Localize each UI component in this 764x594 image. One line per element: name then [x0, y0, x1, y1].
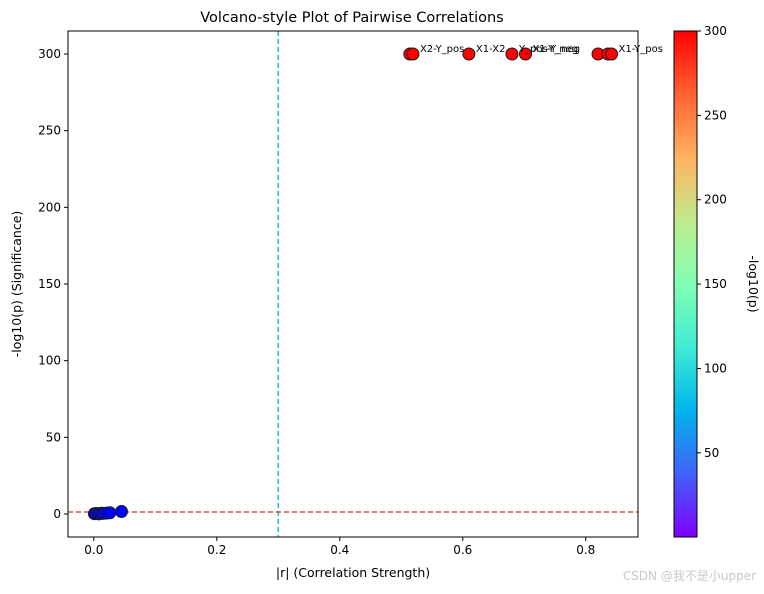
chart-title: Volcano-style Plot of Pairwise Correlati…	[200, 10, 503, 26]
colorbar-tick-label: 150	[704, 277, 727, 291]
colorbar-label: -log10(p)	[746, 255, 761, 312]
data-point	[462, 47, 476, 61]
x-tick-label: 0.8	[576, 543, 595, 557]
point-label: X1-Y_neg	[532, 44, 578, 55]
data-point	[406, 47, 420, 61]
x-axis-label: |r| (Correlation Strength)	[276, 565, 430, 580]
point-label: X2-Y_pos	[420, 44, 464, 55]
y-tick-label: 0	[53, 507, 61, 521]
x-tick-label: 0.0	[84, 543, 103, 557]
plot-frame	[67, 30, 639, 538]
data-point	[103, 506, 117, 520]
data-point	[518, 47, 532, 61]
data-point	[114, 505, 128, 519]
y-tick-label: 300	[38, 47, 61, 61]
colorbar-tick-label: 300	[704, 24, 727, 38]
x-tick-label: 0.6	[453, 543, 472, 557]
y-tick-label: 250	[38, 124, 61, 138]
point-label: X1-Y_pos	[619, 44, 663, 55]
colorbar	[673, 30, 698, 538]
data-point	[605, 47, 619, 61]
y-axis-label: -log10(p) (Significance)	[9, 211, 24, 358]
x-tick-label: 0.2	[207, 543, 226, 557]
watermark: CSDN @我不是小upper	[622, 569, 756, 583]
point-label: X1-X2	[476, 44, 506, 55]
colorbar-tick-label: 200	[704, 193, 727, 207]
data-point	[505, 47, 519, 61]
colorbar-tick-label: 100	[704, 361, 727, 375]
y-tick-label: 50	[46, 430, 61, 444]
x-tick-label: 0.4	[330, 543, 349, 557]
colorbar-tick-label: 50	[704, 446, 719, 460]
y-tick-label: 200	[38, 200, 61, 214]
y-tick-label: 100	[38, 354, 61, 368]
y-tick-label: 150	[38, 277, 61, 291]
point-label: Y_pos-Y_neg	[518, 44, 580, 55]
colorbar-tick-label: 250	[704, 108, 727, 122]
